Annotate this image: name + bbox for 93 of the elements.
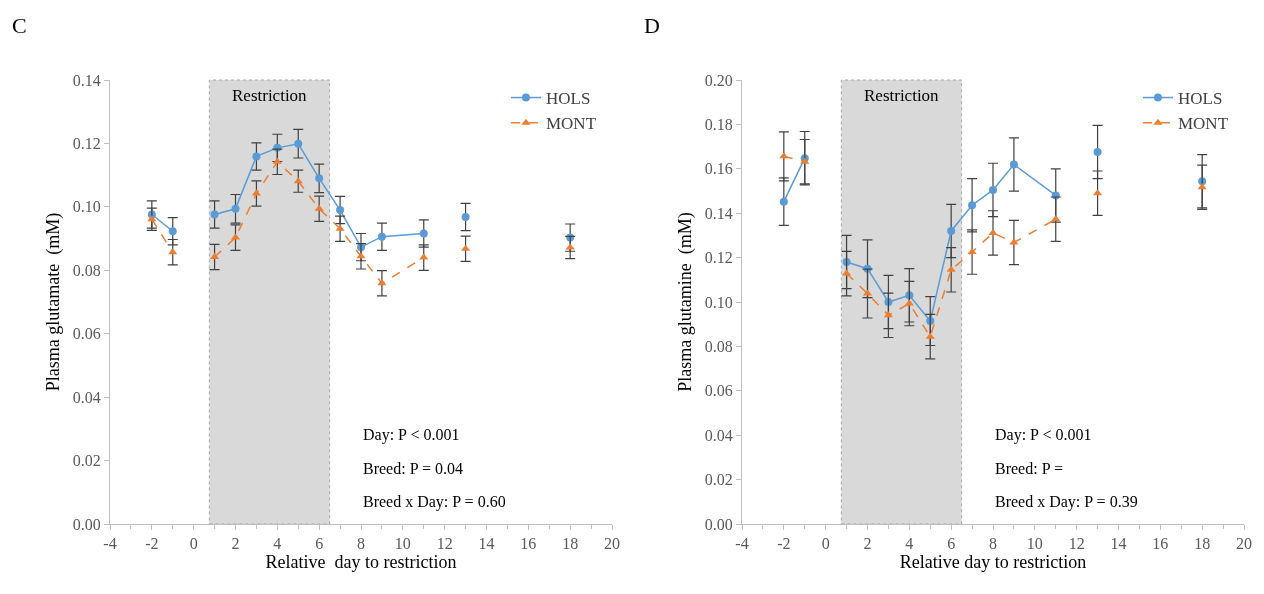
- point: [1051, 215, 1061, 222]
- point: [1093, 147, 1102, 156]
- point: [967, 248, 977, 255]
- legend-label: HOLS: [1177, 89, 1223, 109]
- point: [231, 204, 240, 213]
- x-axis-title: Relative day to restriction: [265, 552, 457, 573]
- point: [925, 332, 935, 339]
- x-tick-label: -4: [103, 535, 117, 553]
- point: [336, 206, 345, 215]
- y-tick-label: 0.10: [704, 293, 733, 311]
- y-axis-title: Plasma glutamine (mM): [675, 212, 696, 392]
- point: [168, 248, 178, 255]
- point: [947, 226, 956, 235]
- x-tick-label: 14: [478, 535, 495, 553]
- y-tick-label: 0.00: [704, 515, 733, 533]
- x-tick-label: 4: [905, 535, 914, 553]
- point: [904, 299, 914, 306]
- point: [1009, 238, 1019, 245]
- annotation: Breed x Day: P = 0.60: [363, 493, 506, 511]
- point: [377, 232, 386, 241]
- x-tick-label: 16: [1152, 535, 1169, 553]
- x-tick-label: 16: [520, 535, 537, 553]
- point: [294, 139, 303, 148]
- x-tick-label: 8: [357, 535, 365, 553]
- point: [461, 213, 470, 222]
- point: [252, 152, 261, 161]
- y-tick-label: 0.06: [72, 325, 101, 343]
- annotation: Breed: P = 0.04: [363, 460, 463, 477]
- point: [988, 228, 998, 235]
- y-tick-label: 0.04: [72, 388, 101, 406]
- y-tick-label: 0.00: [72, 515, 101, 533]
- point: [989, 185, 997, 194]
- x-tick-label: 2: [863, 535, 872, 553]
- point: [946, 265, 956, 272]
- y-tick-label: 0.08: [72, 261, 101, 279]
- point: [419, 229, 428, 238]
- annotation: Day: P < 0.001: [363, 426, 460, 444]
- y-tick-label: 0.14: [72, 71, 101, 89]
- legend-label: MONT: [1177, 114, 1229, 134]
- x-axis-title: Relative day to restriction: [899, 552, 1087, 573]
- x-tick-label: 10: [1026, 535, 1043, 553]
- y-tick-label: 0.20: [704, 71, 733, 89]
- y-tick-label: 0.02: [72, 452, 101, 470]
- legend-label: MONT: [545, 114, 597, 134]
- y-tick-label: 0.16: [704, 160, 733, 178]
- point: [419, 253, 429, 260]
- chart-title: C: [12, 13, 27, 38]
- point: [335, 224, 345, 231]
- x-tick-label: 12: [436, 535, 453, 553]
- x-tick-label: -2: [777, 535, 791, 553]
- point: [968, 201, 977, 210]
- x-tick-label: 8: [989, 535, 997, 553]
- point: [565, 243, 575, 250]
- y-tick-label: 0.04: [704, 426, 733, 444]
- x-tick-label: 14: [1110, 535, 1127, 553]
- x-tick-label: 10: [394, 535, 411, 553]
- annotation: Breed: P =: [995, 460, 1063, 477]
- chart-title: D: [644, 13, 660, 38]
- x-tick-label: 18: [562, 535, 579, 553]
- y-tick-label: 0.06: [704, 382, 733, 400]
- annotation: Breed x Day: P = 0.39: [995, 493, 1138, 511]
- x-tick-label: 4: [273, 535, 282, 553]
- point: [293, 177, 303, 184]
- x-tick-label: 12: [1068, 535, 1085, 553]
- legend-label: HOLS: [545, 89, 591, 109]
- point: [272, 157, 282, 164]
- point: [314, 204, 324, 211]
- band-label: Restriction: [232, 86, 308, 105]
- x-tick-label: 6: [947, 535, 956, 553]
- x-tick-label: 18: [1194, 535, 1211, 553]
- x-tick-label: 6: [315, 535, 324, 553]
- x-tick-label: -4: [735, 535, 749, 553]
- band-label: Restriction: [864, 86, 940, 105]
- y-tick-label: 0.18: [704, 116, 733, 133]
- y-tick-label: 0.12: [72, 135, 101, 153]
- y-tick-label: 0.10: [72, 198, 101, 216]
- point: [1009, 160, 1018, 169]
- y-tick-label: 0.12: [704, 249, 733, 267]
- y-tick-label: 0.02: [704, 471, 733, 489]
- x-tick-label: 2: [231, 535, 240, 553]
- y-tick-label: 0.14: [704, 204, 733, 222]
- annotation: Day: P < 0.001: [995, 426, 1092, 444]
- y-axis-title: Plasma glutamate (mM): [43, 212, 64, 392]
- point: [1197, 183, 1207, 190]
- x-tick-label: 0: [821, 535, 830, 553]
- point: [779, 197, 788, 206]
- y-tick-label: 0.08: [704, 338, 733, 355]
- point: [315, 174, 324, 183]
- x-tick-label: 0: [189, 535, 198, 553]
- x-tick-label: -2: [145, 535, 159, 553]
- point: [210, 210, 219, 219]
- x-tick-label: 20: [604, 535, 620, 553]
- x-tick-label: 20: [1236, 535, 1252, 553]
